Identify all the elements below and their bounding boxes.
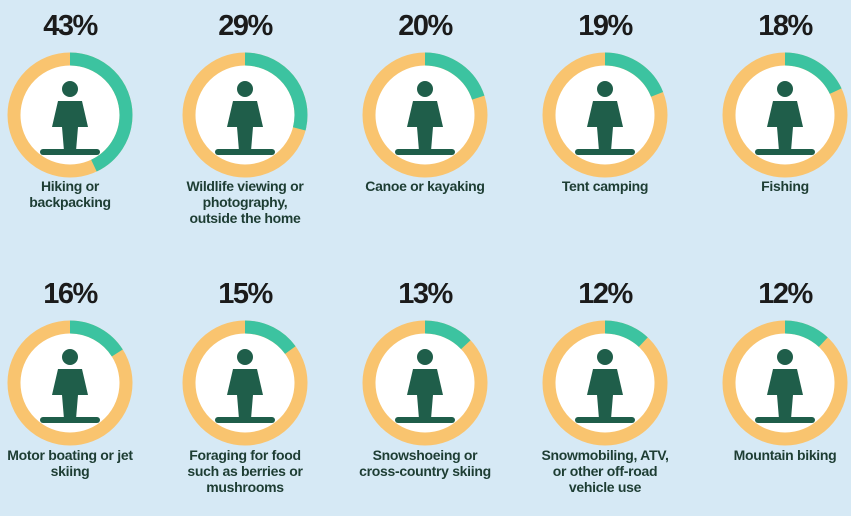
icon-body <box>587 369 623 419</box>
icon-head <box>597 81 613 97</box>
donut-arc <box>7 320 133 446</box>
donut-arc <box>7 52 133 178</box>
icon <box>575 349 635 423</box>
icon <box>575 81 635 155</box>
icon-base <box>40 149 100 155</box>
icon-head <box>62 349 78 365</box>
icon-body <box>407 101 443 151</box>
donut-arc <box>542 320 668 446</box>
percent-label: 15% <box>218 278 273 310</box>
icon-base <box>40 417 100 423</box>
category-label: Snowshoeing or cross-country skiing <box>359 447 491 479</box>
icon-base <box>215 149 275 155</box>
icon-base <box>755 417 815 423</box>
category-label: Mountain biking <box>733 447 837 463</box>
icon-body <box>767 101 803 151</box>
percent-label: 16% <box>43 278 98 310</box>
category-label: Tent camping <box>561 178 649 194</box>
icon-body <box>52 101 88 151</box>
icon <box>395 81 455 155</box>
icon <box>755 81 815 155</box>
icon-head <box>237 81 253 97</box>
icon-base <box>395 149 455 155</box>
icon <box>40 81 100 155</box>
icon-body <box>227 101 263 151</box>
percent-label: 29% <box>218 10 273 42</box>
category-label: Hiking or backpacking <box>29 178 111 210</box>
percent-label: 12% <box>578 278 633 310</box>
category-label: Snowmobiling, ATV, or other off-road veh… <box>541 447 669 495</box>
icon-base <box>395 417 455 423</box>
icon <box>755 349 815 423</box>
donut-arc <box>182 320 308 446</box>
percent-label: 18% <box>758 10 813 42</box>
icon-head <box>597 349 613 365</box>
donut-arc <box>362 320 488 446</box>
category-label: Canoe or kayaking <box>365 178 485 194</box>
icon-body <box>52 369 88 419</box>
percent-label: 19% <box>578 10 633 42</box>
category-label: Motor boating or jet skiing <box>7 447 133 479</box>
icon <box>395 349 455 423</box>
percent-label: 13% <box>398 278 453 310</box>
icon-head <box>237 349 253 365</box>
category-label: Wildlife viewing or photography, outside… <box>186 178 304 226</box>
icon <box>40 349 100 423</box>
icon <box>215 349 275 423</box>
icon-head <box>62 81 78 97</box>
percent-label: 43% <box>43 10 98 42</box>
icon-body <box>767 369 803 419</box>
donut-arc <box>722 320 848 446</box>
icon-base <box>575 149 635 155</box>
category-label: Foraging for food such as berries or mus… <box>187 447 303 495</box>
icon-head <box>777 81 793 97</box>
icon-body <box>407 369 443 419</box>
icon-base <box>575 417 635 423</box>
icon-head <box>777 349 793 365</box>
icon-body <box>587 101 623 151</box>
percent-label: 12% <box>758 278 813 310</box>
icon-body <box>227 369 263 419</box>
donut-arc <box>362 52 488 178</box>
donut-arc <box>722 52 848 178</box>
category-label: Fishing <box>761 178 809 194</box>
icon-head <box>417 81 433 97</box>
donut-arc <box>182 52 308 178</box>
percent-label: 20% <box>398 10 453 42</box>
icon-base <box>215 417 275 423</box>
icon-head <box>417 349 433 365</box>
icon <box>215 81 275 155</box>
icon-base <box>755 149 815 155</box>
donut-arc <box>542 52 668 178</box>
